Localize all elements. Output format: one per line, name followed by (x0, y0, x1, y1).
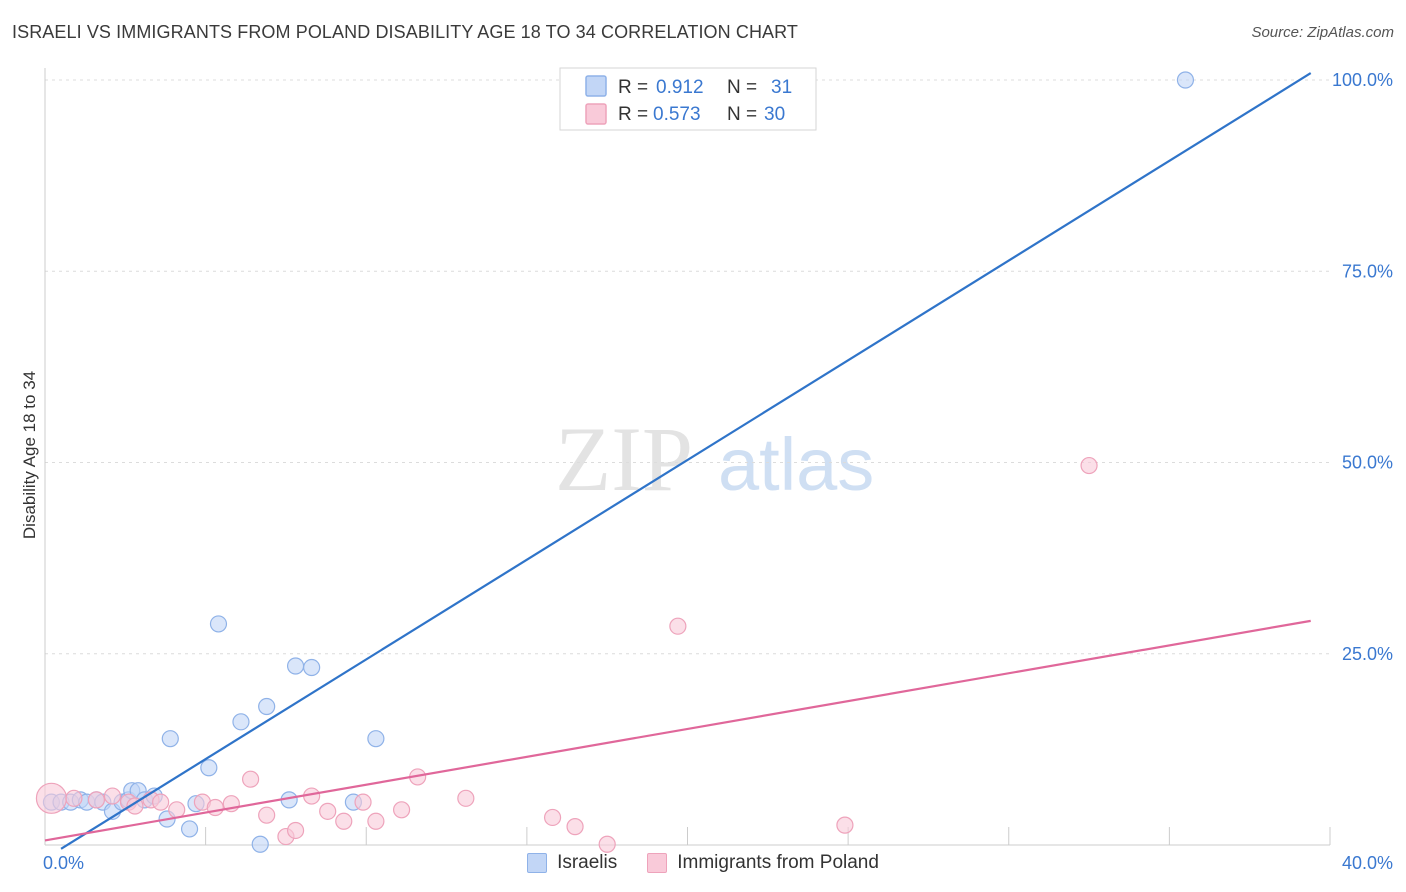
point-poland (598, 835, 616, 853)
legend-label-israelis: Israelis (557, 852, 618, 873)
point-israelis (286, 657, 305, 675)
point-poland (152, 793, 170, 811)
stats-legend: R = 0.912 N = 31 R = 0.573 N = 30 (559, 67, 817, 131)
trend-lines (44, 72, 1312, 850)
point-israelis (303, 658, 321, 677)
trend-line-israelis (60, 72, 1312, 850)
point-israelis (1176, 71, 1195, 89)
source-credit: Source: ZipAtlas.com (1251, 24, 1394, 41)
point-poland (126, 797, 144, 815)
point-poland (457, 789, 475, 807)
point-israelis (367, 730, 385, 748)
grid-lines (45, 79, 1330, 655)
legend-r-value-2: 0.573 (653, 104, 701, 125)
legend-n-label-2: N = (727, 104, 757, 125)
watermark-atlas: atlas (718, 423, 874, 506)
legend-n-value-2: 30 (764, 104, 785, 125)
y-tick-label: 50.0% (1342, 453, 1393, 473)
chart-title: ISRAELI VS IMMIGRANTS FROM POLAND DISABI… (12, 22, 799, 42)
point-poland (286, 821, 305, 840)
point-israelis (232, 713, 250, 731)
watermark-zip: ZIP (555, 408, 693, 510)
point-poland (103, 787, 122, 805)
legend-label-poland: Immigrants from Poland (677, 852, 879, 873)
point-poland (367, 812, 385, 830)
trend-line-poland (44, 619, 1311, 842)
legend-r-label-2: R = (618, 104, 648, 125)
point-poland (168, 801, 186, 819)
point-poland (566, 818, 584, 836)
point-israelis (180, 820, 199, 838)
legend-swatch-blue (527, 853, 548, 873)
point-poland (335, 812, 353, 830)
point-poland (1080, 456, 1098, 475)
x-tick-label: 0.0% (43, 853, 84, 873)
point-poland (392, 801, 411, 819)
legend-n-value-1: 31 (771, 77, 792, 98)
point-poland (65, 789, 83, 807)
point-poland (35, 782, 68, 814)
point-israelis (161, 730, 179, 748)
point-poland (836, 816, 854, 834)
point-poland (543, 808, 562, 827)
legend-n-label-1: N = (727, 77, 757, 98)
point-israelis (251, 835, 269, 853)
data-points (35, 71, 1195, 853)
y-tick-label: 100.0% (1332, 70, 1393, 90)
point-poland (87, 791, 106, 809)
x-tick-label: 40.0% (1342, 853, 1393, 873)
point-poland (319, 802, 337, 820)
point-israelis (258, 697, 276, 716)
legend-swatch-israelis (585, 75, 607, 97)
y-axis-label: Disability Age 18 to 34 (20, 371, 39, 539)
legend-item-israelis: Israelis (527, 852, 617, 874)
point-poland (242, 770, 260, 788)
point-israelis (200, 759, 218, 777)
point-poland (206, 798, 224, 817)
point-israelis (209, 615, 228, 633)
point-poland (669, 617, 687, 635)
series-legend: Israelis Immigrants from Poland (0, 852, 1406, 874)
y-tick-label: 75.0% (1342, 261, 1393, 281)
legend-swatch-poland (585, 103, 607, 125)
tick-labels: 25.0% 50.0% 75.0% 100.0% 0.0% 40.0% (43, 70, 1393, 873)
legend-r-label-1: R = (618, 77, 648, 98)
legend-swatch-pink (647, 853, 668, 873)
point-poland (354, 793, 372, 811)
point-poland (258, 806, 276, 824)
legend-r-value-1: 0.912 (656, 77, 704, 98)
y-tick-label: 25.0% (1342, 644, 1393, 664)
legend-item-poland: Immigrants from Poland (647, 852, 879, 874)
